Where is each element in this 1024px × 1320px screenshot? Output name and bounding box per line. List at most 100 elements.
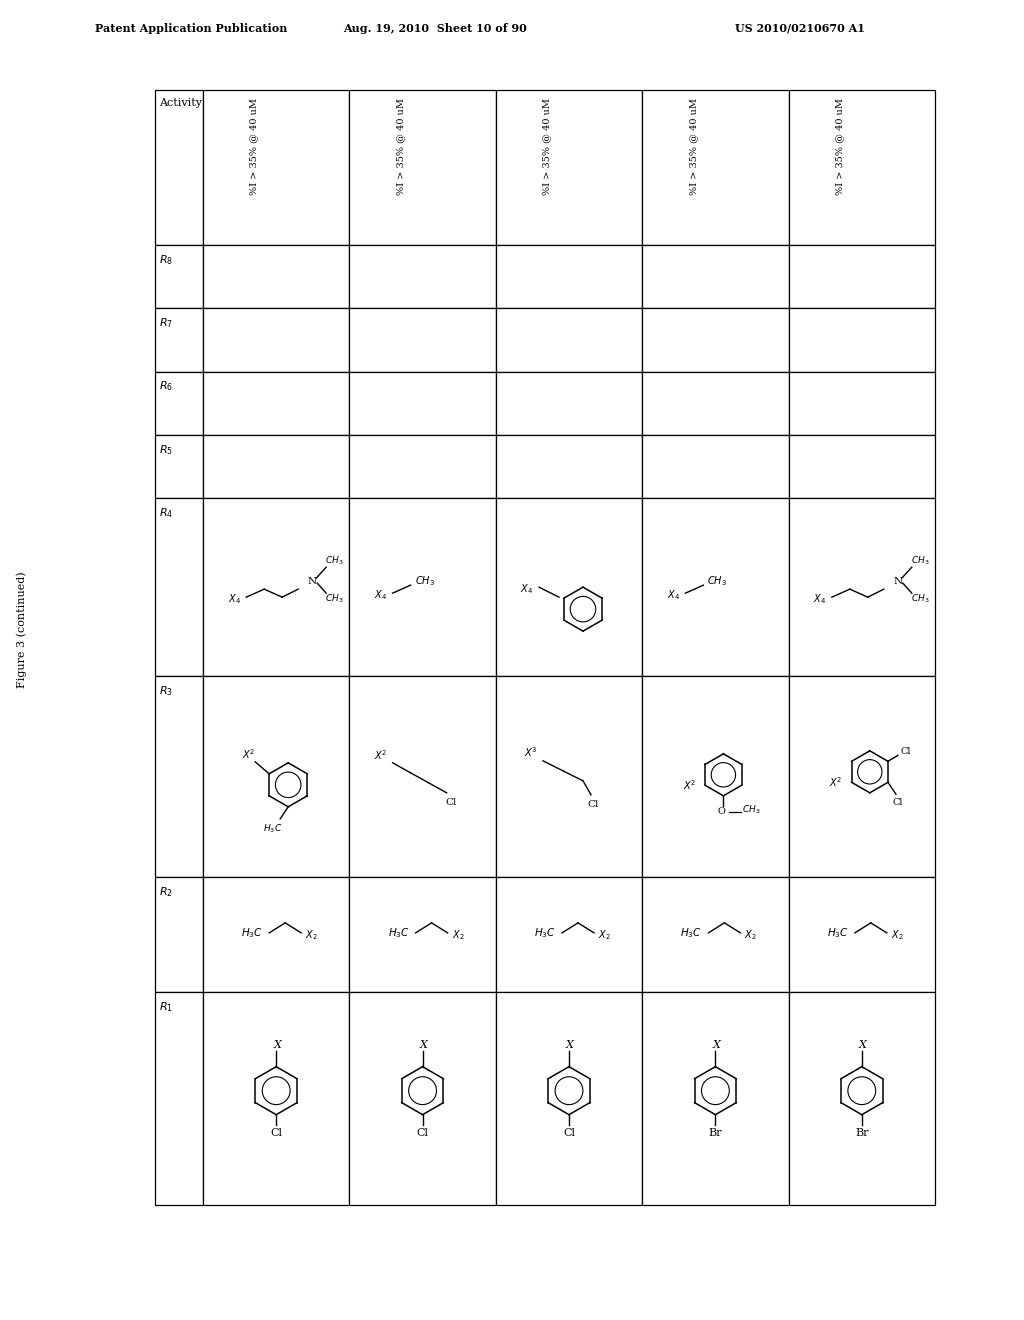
Bar — [788, 434, 935, 498]
Bar — [349, 498, 496, 676]
Bar — [203, 878, 349, 993]
Text: Cl: Cl — [270, 1127, 283, 1138]
Text: $R_8$: $R_8$ — [159, 253, 173, 267]
Text: $H_3C$: $H_3C$ — [534, 925, 556, 940]
Text: $R_4$: $R_4$ — [159, 506, 173, 520]
Bar — [788, 309, 935, 372]
Bar — [349, 993, 496, 1205]
Bar — [788, 498, 935, 676]
Text: %I > 35% @ 40 uM: %I > 35% @ 40 uM — [543, 98, 552, 195]
Bar — [203, 434, 349, 498]
Bar — [349, 434, 496, 498]
Bar — [155, 498, 203, 676]
Text: $H_3C$: $H_3C$ — [680, 925, 702, 940]
Bar — [496, 498, 642, 676]
Text: $R_3$: $R_3$ — [159, 684, 173, 698]
Text: $H_3C$: $H_3C$ — [388, 925, 410, 940]
Bar — [642, 676, 788, 878]
Bar — [155, 246, 203, 309]
Bar — [496, 309, 642, 372]
Bar — [788, 878, 935, 993]
Bar — [642, 372, 788, 434]
Bar — [496, 372, 642, 434]
Bar — [203, 372, 349, 434]
Bar — [496, 676, 642, 878]
Text: O: O — [718, 808, 725, 816]
Text: $CH_3$: $CH_3$ — [742, 804, 761, 816]
Text: X: X — [713, 1040, 720, 1049]
Bar — [349, 372, 496, 434]
Bar — [349, 878, 496, 993]
Bar — [155, 878, 203, 993]
Text: $R_7$: $R_7$ — [159, 317, 173, 330]
Bar — [349, 246, 496, 309]
Text: %I > 35% @ 40 uM: %I > 35% @ 40 uM — [689, 98, 698, 195]
Bar — [496, 878, 642, 993]
Bar — [203, 90, 349, 246]
Text: Figure 3 (continued): Figure 3 (continued) — [16, 572, 28, 688]
Bar — [349, 676, 496, 878]
Text: $R_6$: $R_6$ — [159, 380, 173, 393]
Bar — [155, 309, 203, 372]
Text: N: N — [893, 577, 902, 586]
Bar — [155, 434, 203, 498]
Bar — [349, 309, 496, 372]
Bar — [155, 372, 203, 434]
Bar — [155, 90, 203, 246]
Bar — [155, 676, 203, 878]
Text: $H_3C$: $H_3C$ — [826, 925, 849, 940]
Text: $X^2$: $X^2$ — [374, 748, 387, 762]
Text: $X^3$: $X^3$ — [524, 744, 538, 759]
Bar — [788, 372, 935, 434]
Bar — [642, 90, 788, 246]
Text: $X_2$: $X_2$ — [891, 928, 903, 941]
Bar — [642, 993, 788, 1205]
Text: $X_2$: $X_2$ — [452, 928, 464, 941]
Bar — [642, 309, 788, 372]
Text: $CH_3$: $CH_3$ — [325, 554, 343, 568]
Text: $H_3C$: $H_3C$ — [262, 822, 282, 836]
Text: Cl: Cl — [417, 1127, 429, 1138]
Bar — [642, 498, 788, 676]
Bar — [203, 309, 349, 372]
Text: $X_2$: $X_2$ — [598, 928, 610, 941]
Bar — [642, 434, 788, 498]
Text: $R_2$: $R_2$ — [159, 886, 173, 899]
Bar — [203, 676, 349, 878]
Text: $X_4$: $X_4$ — [227, 593, 241, 606]
Text: Cl: Cl — [893, 797, 903, 807]
Bar — [788, 246, 935, 309]
Text: Cl: Cl — [444, 799, 457, 808]
Text: $X_4$: $X_4$ — [374, 589, 387, 602]
Text: N: N — [307, 577, 316, 586]
Bar — [155, 993, 203, 1205]
Text: Cl: Cl — [901, 747, 911, 756]
Bar — [203, 246, 349, 309]
Text: Patent Application Publication: Patent Application Publication — [95, 22, 288, 33]
Text: $X^2$: $X^2$ — [828, 775, 843, 789]
Text: X: X — [859, 1040, 866, 1049]
Text: $X_2$: $X_2$ — [305, 928, 317, 941]
Text: $X_4$: $X_4$ — [813, 593, 826, 606]
Bar — [496, 993, 642, 1205]
Bar — [496, 90, 642, 246]
Text: $R_1$: $R_1$ — [159, 1001, 173, 1014]
Text: $X^2$: $X^2$ — [683, 779, 696, 792]
Text: $CH_3$: $CH_3$ — [910, 554, 929, 568]
Bar — [496, 246, 642, 309]
Text: Br: Br — [855, 1127, 868, 1138]
Text: US 2010/0210670 A1: US 2010/0210670 A1 — [735, 22, 865, 33]
Bar — [788, 90, 935, 246]
Text: $X_4$: $X_4$ — [667, 589, 680, 602]
Text: X: X — [566, 1040, 573, 1049]
Bar — [203, 498, 349, 676]
Text: $X^2$: $X^2$ — [243, 747, 256, 760]
Bar — [642, 246, 788, 309]
Bar — [788, 993, 935, 1205]
Text: Activity: Activity — [159, 98, 202, 108]
Text: $R_5$: $R_5$ — [159, 442, 173, 457]
Text: %I > 35% @ 40 uM: %I > 35% @ 40 uM — [836, 98, 845, 195]
Bar — [203, 993, 349, 1205]
Text: $CH_3$: $CH_3$ — [325, 593, 343, 606]
Text: %I > 35% @ 40 uM: %I > 35% @ 40 uM — [396, 98, 406, 195]
